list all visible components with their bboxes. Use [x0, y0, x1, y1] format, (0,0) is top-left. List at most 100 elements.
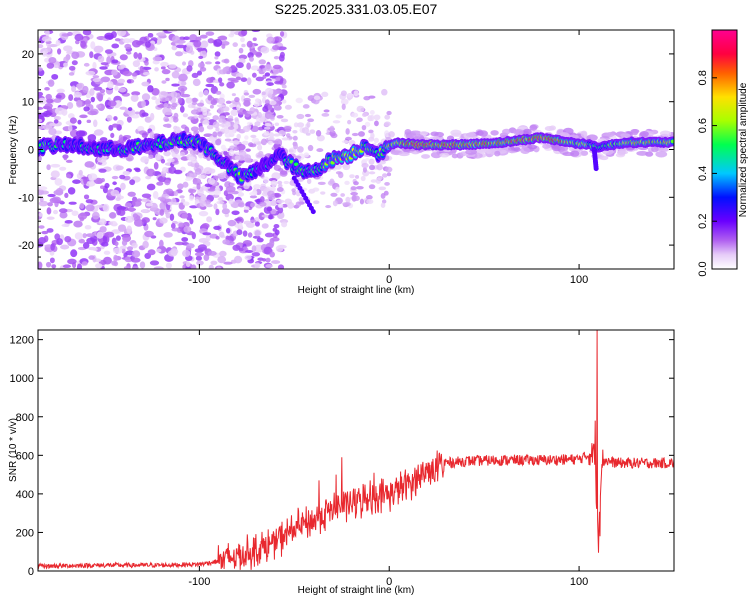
spectrogram-noise-cell: [187, 116, 195, 120]
spectrogram-noise-cell: [243, 97, 251, 103]
spectrogram-noise-cell: [151, 96, 157, 101]
spectrogram-noise-cell: [80, 40, 87, 48]
spectrogram-noise-cell: [67, 113, 75, 119]
spectrogram-noise-cell: [151, 88, 160, 96]
snr-y-tick-label: 1200: [10, 335, 34, 347]
spectrogram-noise-cell: [321, 112, 330, 117]
spectrogram-noise-cell: [46, 62, 55, 69]
spectrogram-noise-cell: [131, 250, 141, 258]
spectrogram-noise-cell: [49, 122, 59, 127]
spectrogram-noise-cell: [276, 114, 284, 119]
spectrogram-noise-cell: [118, 87, 127, 93]
spectrogram-noise-cell: [106, 56, 112, 65]
spectrogram-noise-cell: [270, 200, 277, 207]
spectrogram-noise-cell: [125, 155, 134, 162]
spectrogram-noise-cell: [617, 150, 629, 155]
spectrogram-noise-cell: [273, 140, 279, 144]
spectrogram-noise-cell: [217, 107, 224, 115]
spectrogram-noise-cell: [240, 77, 248, 82]
spectrogram-noise-cell: [173, 190, 179, 197]
spectrogram-noise-cell: [252, 37, 257, 42]
spectrogram-noise-cell: [210, 260, 218, 265]
spectrogram-ridge-core: [670, 139, 674, 144]
spectrogram-noise-cell: [132, 213, 138, 219]
spectrogram-noise-cell: [313, 95, 321, 101]
spectrogram-noise-cell: [121, 247, 126, 254]
snr-x-tick-label: 100: [570, 576, 588, 588]
spectrogram-noise-cell: [156, 181, 164, 186]
spectrogram-noise-cell: [196, 70, 203, 76]
spectrogram-noise-cell: [244, 255, 252, 261]
figure-title: S225.2025.331.03.05.E07: [275, 1, 438, 17]
spectrogram-noise-cell: [104, 32, 114, 40]
spectrogram-noise-cell: [235, 76, 242, 81]
spectrogram-noise-cell: [232, 42, 238, 48]
spectrogram-noise-cell: [44, 86, 50, 91]
spectrogram-noise-cell: [224, 138, 232, 142]
spectrogram-noise-cell: [478, 130, 489, 137]
spectrogram-noise-cell: [119, 54, 128, 61]
spectrogram-noise-cell: [265, 257, 271, 263]
spectrogram-noise-cell: [235, 62, 244, 69]
spectrogram-noise-cell: [188, 156, 196, 161]
spectrogram-noise-cell: [264, 126, 271, 130]
spectrogram-noise-cell: [120, 182, 126, 191]
spectrogram-noise-cell: [315, 130, 322, 137]
spectrogram-noise-cell: [106, 114, 113, 122]
spectrogram-noise-cell: [302, 104, 310, 109]
spectrogram-noise-cell: [198, 126, 205, 133]
spectrogram-noise-cell: [181, 237, 189, 242]
spectrogram-noise-cell: [233, 146, 239, 151]
spectrogram-noise-cell: [68, 124, 73, 132]
spectrogram-noise-cell: [250, 134, 257, 138]
snr-y-tick-label: 1000: [10, 373, 34, 385]
spectrogram-noise-cell: [177, 183, 184, 190]
spectrogram-noise-cell: [49, 257, 55, 264]
spectrogram-noise-cell: [104, 182, 110, 189]
spectrogram-noise-cell: [217, 97, 226, 105]
spectrogram-noise-cell: [251, 245, 257, 252]
spectrogram-noise-cell: [251, 72, 257, 78]
spectrogram-noise-cell: [152, 217, 157, 221]
spectrogram-noise-cell: [192, 78, 201, 87]
spectrogram-noise-cell: [198, 91, 204, 98]
spectrogram-noise-cell: [580, 130, 588, 138]
spectrogram-noise-cell: [139, 36, 148, 45]
spectrogram-noise-cell: [50, 243, 55, 251]
spectrogram-noise-cell: [190, 109, 199, 115]
spectrogram-noise-cell: [620, 133, 631, 138]
spectrogram-noise-cell: [201, 223, 210, 229]
spectrogram-noise-cell: [200, 194, 207, 202]
spectrogram-noise-cell: [103, 250, 111, 255]
spectrogram-noise-cell: [383, 121, 391, 127]
spectrogram-ridge-cell: [593, 166, 599, 172]
spectrogram-noise-cell: [261, 223, 269, 229]
spectrogram-noise-cell: [340, 193, 346, 197]
spectrogram-noise-cell: [264, 232, 274, 238]
spectrogram-noise-cell: [133, 51, 139, 59]
spectrogram-noise-cell: [113, 254, 118, 262]
spectrogram-noise-cell: [226, 81, 235, 89]
spectrogram-noise-cell: [137, 52, 143, 60]
spectrogram-noise-cell: [83, 106, 90, 112]
spectrogram-noise-cell: [258, 59, 266, 65]
spectrogram-noise-cell: [46, 164, 51, 171]
spectrogram-noise-cell: [268, 213, 273, 220]
spectrogram-noise-cell: [41, 36, 52, 42]
spectrogram-noise-cell: [189, 218, 194, 225]
snr-x-tick-label: 0: [386, 576, 392, 588]
spectrogram-noise-cell: [187, 161, 193, 167]
spectrogram-noise-cell: [251, 252, 261, 257]
spectrogram-noise-cell: [273, 223, 280, 229]
spectrogram-noise-cell: [172, 116, 179, 123]
spectrogram-noise-cell: [274, 80, 284, 85]
spectrogram-noise-cell: [329, 130, 336, 137]
spectrogram-noise-cell: [465, 132, 477, 138]
spectrogram-noise-cell: [93, 45, 104, 54]
spectrogram-noise-cell: [243, 206, 250, 211]
spectrogram-noise-cell: [194, 162, 200, 169]
spectrogram-noise-cell: [142, 240, 149, 249]
spectrogram-noise-cell: [255, 51, 262, 58]
spectrogram-noise-cell: [38, 44, 44, 49]
spectrogram-noise-cell: [171, 102, 178, 108]
